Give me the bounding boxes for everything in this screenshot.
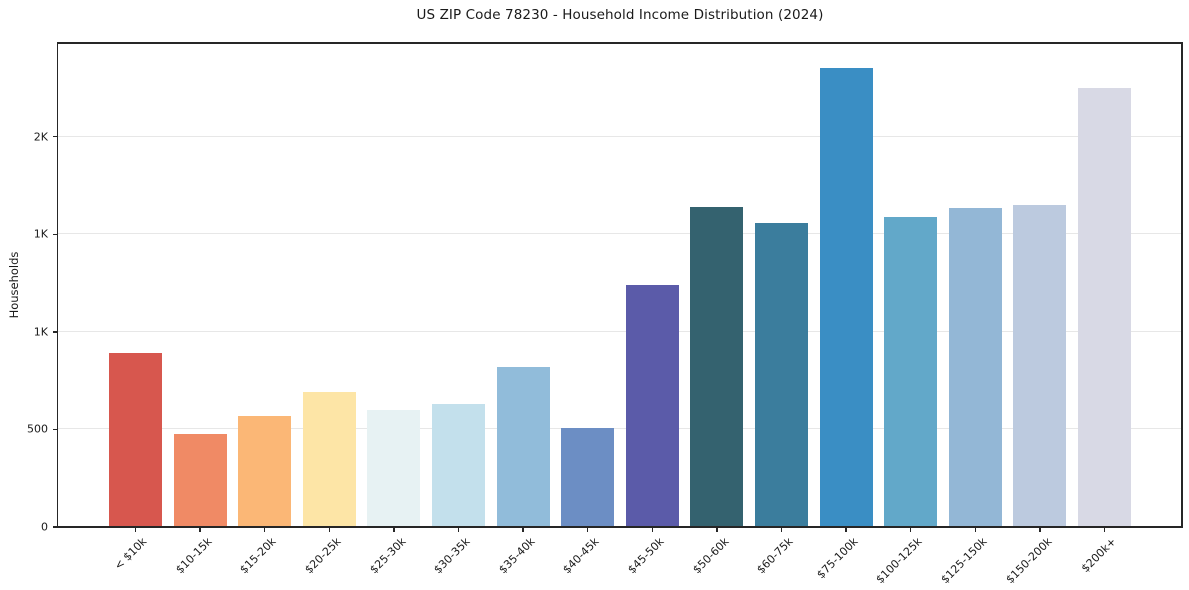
x-tick-label: $25-30k xyxy=(366,535,409,577)
x-tick xyxy=(134,527,137,532)
bar xyxy=(109,353,162,527)
x-tick-label: $10-15k xyxy=(173,535,215,577)
chart-title: US ZIP Code 78230 - Household Income Dis… xyxy=(416,7,824,23)
x-tick-label: $75-100k xyxy=(814,535,861,582)
y-tick-label: 0 xyxy=(41,520,48,534)
x-tick xyxy=(393,527,395,532)
x-tick-label: < $10k xyxy=(112,535,150,573)
gridline xyxy=(58,135,1182,137)
bar xyxy=(690,206,744,527)
bar xyxy=(884,216,938,527)
x-tick xyxy=(1103,527,1106,532)
bar xyxy=(819,68,873,527)
y-tick-label: 500 xyxy=(27,422,48,436)
bar xyxy=(625,285,679,527)
x-tick xyxy=(586,527,589,532)
x-tick-label: $60-75k xyxy=(754,535,796,577)
x-tick-label: $200k+ xyxy=(1078,535,1119,576)
x-tick xyxy=(780,527,783,532)
bar xyxy=(173,434,227,527)
bar xyxy=(755,222,808,527)
bar xyxy=(238,415,292,527)
x-tick xyxy=(845,527,847,532)
y-tick xyxy=(52,331,58,333)
x-tick-label: $40-45k xyxy=(560,535,602,577)
bar xyxy=(496,366,550,527)
axis-spine-left xyxy=(56,42,59,528)
bar xyxy=(367,409,421,527)
y-tick xyxy=(52,526,58,528)
x-tick-label: $30-35k xyxy=(431,535,473,577)
x-tick xyxy=(522,527,524,532)
x-tick xyxy=(974,527,977,532)
y-axis-label: Households xyxy=(7,251,21,319)
x-tick-label: $35-40k xyxy=(496,535,538,577)
x-tick xyxy=(328,527,331,532)
bar xyxy=(561,428,615,527)
y-tick-label: 1K xyxy=(33,325,48,339)
x-tick-label: $20-25k xyxy=(302,535,344,577)
x-tick-label: $150-200k xyxy=(1002,535,1055,587)
axis-spine-bottom xyxy=(56,525,1183,528)
x-tick xyxy=(263,527,266,532)
y-tick-label: 2K xyxy=(33,130,48,144)
y-tick-label: 1K xyxy=(33,227,48,241)
x-tick xyxy=(716,527,718,532)
x-tick xyxy=(199,527,201,532)
bar xyxy=(948,207,1002,527)
x-tick xyxy=(457,527,460,532)
plot-area xyxy=(58,43,1182,527)
axis-spine-right xyxy=(1181,42,1183,528)
gridline xyxy=(58,330,1182,332)
x-tick-label: $15-20k xyxy=(237,535,279,577)
x-tick xyxy=(651,527,654,532)
x-tick-label: $45-50k xyxy=(625,535,667,577)
bar xyxy=(302,392,356,527)
x-tick-label: $100-125k xyxy=(873,535,925,587)
bar xyxy=(1077,87,1131,527)
x-tick xyxy=(1039,527,1041,532)
x-tick-label: $50-60k xyxy=(689,535,732,577)
y-tick xyxy=(52,233,58,235)
bar xyxy=(1013,204,1067,527)
y-tick xyxy=(52,428,58,431)
x-tick xyxy=(909,527,912,532)
gridline xyxy=(58,233,1182,235)
bar xyxy=(432,404,485,527)
gridline xyxy=(58,428,1182,430)
y-tick xyxy=(52,135,58,138)
axis-spine-top xyxy=(56,42,1183,44)
x-tick-label: $125-150k xyxy=(938,535,990,587)
